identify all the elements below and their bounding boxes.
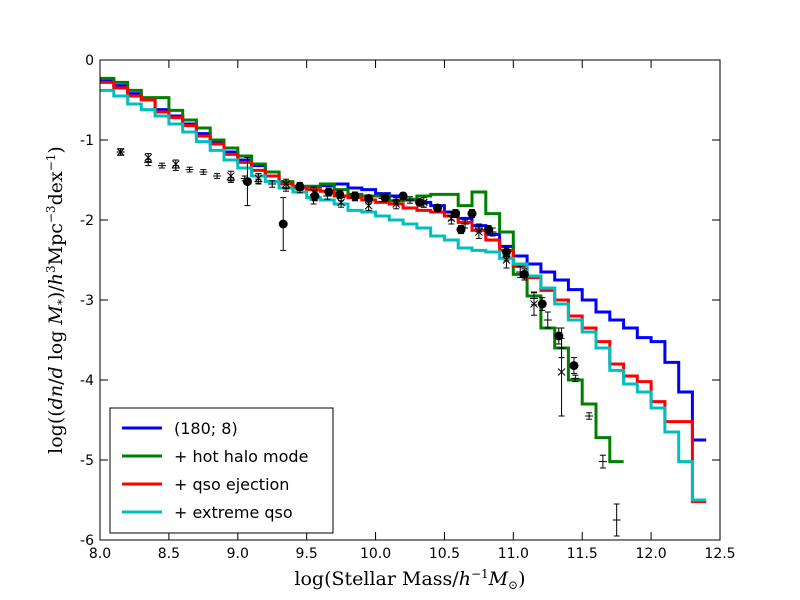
- data-point: [144, 153, 153, 163]
- data-point: [502, 251, 511, 269]
- marker-x: [337, 198, 345, 207]
- data-point: [227, 170, 235, 182]
- marker-x: [419, 198, 428, 207]
- y-tick-label: -4: [80, 373, 94, 389]
- marker-x: [144, 153, 153, 162]
- marker-circle: [242, 177, 252, 187]
- data-point: [254, 173, 263, 184]
- data-point: [612, 503, 621, 537]
- data-point: [557, 327, 566, 417]
- data-point: [537, 297, 547, 311]
- marker-x: [557, 368, 566, 376]
- data-point: [268, 180, 277, 188]
- marker-circle: [278, 219, 288, 229]
- y-tick-label: -5: [80, 453, 94, 469]
- data-point: [467, 209, 477, 219]
- data-point: [406, 196, 414, 204]
- data-point: [240, 175, 249, 182]
- data-point: [309, 186, 318, 198]
- marker-x: [116, 148, 125, 156]
- legend-label-hot-halo-mode: + hot halo mode: [174, 447, 308, 466]
- data-point: [585, 412, 594, 420]
- marker-x: [364, 201, 373, 210]
- data-point: [450, 209, 460, 219]
- data-point: [350, 193, 359, 202]
- x-axis-label: log(Stellar Mass/h−1M⊙): [294, 567, 525, 592]
- data-point: [213, 173, 222, 179]
- marker-x: [502, 256, 511, 264]
- x-tick-label: 11.5: [567, 546, 598, 562]
- x-tick-label: 11.0: [498, 546, 529, 562]
- marker-circle: [398, 191, 408, 201]
- data-point: [158, 162, 166, 169]
- data-point: [543, 311, 552, 329]
- marker-circle: [484, 225, 494, 235]
- data-point: [199, 169, 208, 175]
- data-point: [447, 212, 456, 225]
- y-tick-label: -3: [80, 293, 94, 309]
- x-tick-label: 9.0: [227, 546, 249, 562]
- marker-x: [282, 180, 290, 188]
- marker-x: [475, 228, 483, 236]
- data-point: [461, 219, 470, 229]
- marker-x: [227, 172, 235, 180]
- y-tick-label: -1: [80, 133, 94, 149]
- data-point: [530, 292, 538, 316]
- x-tick-label: 10.0: [360, 546, 391, 562]
- data-point: [116, 148, 125, 156]
- data-point: [398, 191, 408, 201]
- y-axis-label: log((dn/d log M*)/h3Mpc−3dex−1): [44, 146, 69, 454]
- marker-x: [447, 214, 456, 223]
- data-point: [337, 197, 345, 208]
- data-point: [433, 204, 442, 212]
- series-line-extreme-qso: [100, 88, 707, 502]
- data-point: [598, 454, 607, 469]
- data-point: [516, 265, 525, 279]
- data-point: [475, 225, 483, 239]
- x-tick-label: 8.5: [158, 546, 180, 562]
- marker-x: [309, 188, 318, 196]
- marker-x: [392, 200, 401, 208]
- y-tick-label: 0: [85, 53, 94, 69]
- data-point: [419, 197, 428, 208]
- marker-circle: [456, 225, 466, 235]
- data-point: [185, 166, 194, 173]
- data-point: [456, 225, 466, 235]
- marker-x: [171, 160, 180, 168]
- data-point: [171, 159, 180, 169]
- marker-circle: [569, 361, 579, 371]
- data-point: [323, 192, 332, 200]
- x-tick-label: 12.5: [704, 546, 735, 562]
- data-point: [378, 194, 387, 203]
- legend-label-extreme-qso: + extreme qso: [174, 503, 293, 522]
- data-point: [364, 200, 373, 211]
- data-point: [242, 157, 252, 207]
- x-tick-label: 12.0: [636, 546, 667, 562]
- x-tick-label: 8.0: [89, 546, 111, 562]
- legend-label-qso-ejection: + qso ejection: [174, 475, 289, 494]
- y-tick-label: -6: [80, 533, 94, 549]
- data-point: [415, 197, 425, 207]
- y-tick-label: -2: [80, 213, 94, 229]
- x-tick-label: 9.5: [296, 546, 318, 562]
- legend: (180; 8) + hot halo mode + qso ejection + e…: [109, 407, 334, 534]
- data-point: [484, 225, 494, 235]
- data-point: [569, 357, 579, 375]
- legend-label-180-8: (180; 8): [174, 419, 238, 438]
- data-point: [324, 187, 334, 197]
- data-point: [488, 227, 497, 237]
- marker-circle: [415, 197, 425, 207]
- marker-circle: [324, 187, 334, 197]
- marker-x: [254, 174, 263, 183]
- marker-circle: [467, 209, 477, 219]
- data-point: [282, 178, 290, 190]
- x-tick-label: 10.5: [429, 546, 460, 562]
- data-point: [571, 374, 580, 383]
- marker-circle: [537, 299, 547, 309]
- data-point: [278, 197, 288, 251]
- data-point: [392, 198, 401, 210]
- data-point: [295, 185, 304, 194]
- marker-x: [530, 300, 538, 308]
